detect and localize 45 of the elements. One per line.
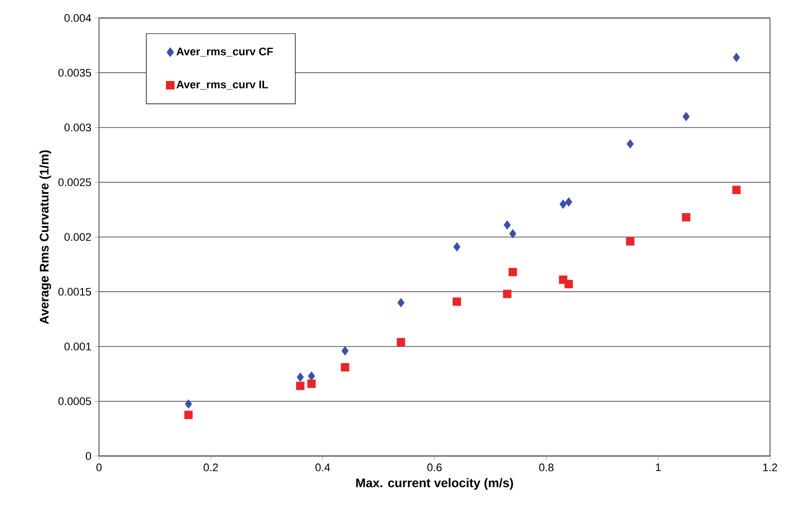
point: [682, 112, 690, 122]
point: [732, 186, 741, 194]
x-axis-title: Max. current velocity (m/s): [356, 478, 514, 490]
point: [396, 338, 406, 346]
point: [296, 382, 304, 390]
point: [307, 380, 316, 388]
point: [340, 363, 350, 372]
point: [296, 372, 304, 382]
point: [341, 346, 349, 356]
y-tick-label: 0: [86, 452, 92, 460]
y-tick-label: 0.001: [64, 342, 91, 350]
y-tick-label: 0.0025: [58, 178, 92, 186]
x-tick-label: 1: [656, 464, 661, 472]
y-tick-label: 0.0035: [58, 68, 92, 77]
legend-label: Aver_rms_curv IL: [176, 80, 268, 90]
y-axis-title: Average Rms Curvature (1/m): [39, 150, 52, 324]
y-tick-label: 0.004: [64, 14, 92, 22]
point: [452, 297, 462, 306]
y-tick-label: 0.003: [64, 124, 91, 132]
x-tick-label: 0.6: [427, 464, 442, 472]
legend-label: Aver_rms_curv CF: [176, 48, 273, 57]
point: [626, 139, 634, 149]
x-tick-label: 1.2: [763, 464, 778, 472]
point: [397, 298, 405, 308]
x-tick-label: 0.2: [204, 464, 218, 472]
point: [509, 229, 516, 238]
point: [504, 220, 511, 230]
point: [453, 242, 460, 252]
x-tick-label: 0: [96, 464, 102, 472]
point: [626, 237, 634, 246]
y-tick-label: 0.002: [64, 233, 91, 241]
point: [565, 197, 572, 207]
y-tick-label: 0.0005: [58, 397, 92, 406]
x-tick-label: 0.4: [315, 464, 330, 472]
point: [682, 213, 690, 222]
point: [732, 52, 740, 62]
point: [564, 280, 573, 288]
point: [184, 410, 193, 420]
point: [184, 399, 192, 409]
point: [560, 199, 567, 209]
y-tick-label: 0.0015: [58, 288, 92, 296]
point: [508, 268, 517, 276]
point: [503, 290, 512, 298]
x-tick-label: 0.8: [539, 464, 554, 472]
point: [308, 371, 316, 381]
